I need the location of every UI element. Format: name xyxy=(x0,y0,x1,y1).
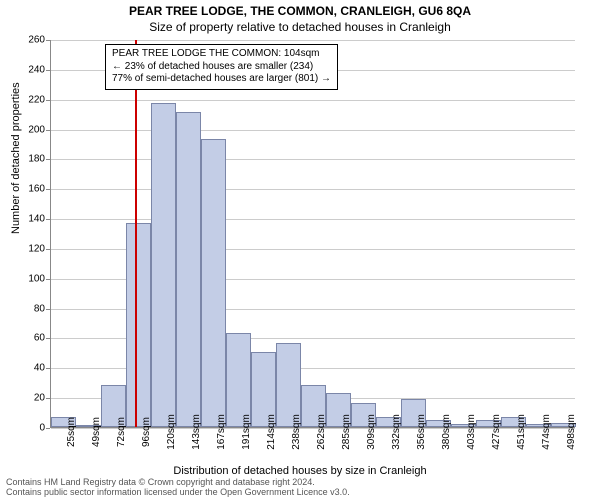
histogram-bar xyxy=(126,223,151,427)
grid-line xyxy=(51,130,575,131)
y-tick-mark xyxy=(46,428,50,429)
y-tick-mark xyxy=(46,368,50,369)
x-tick-label: 285sqm xyxy=(341,414,352,450)
y-tick-label: 260 xyxy=(15,35,45,46)
y-tick-mark xyxy=(46,40,50,41)
x-tick-label: 474sqm xyxy=(541,414,552,450)
y-tick-mark xyxy=(46,309,50,310)
grid-line xyxy=(51,40,575,41)
y-tick-label: 240 xyxy=(15,64,45,75)
y-tick-label: 180 xyxy=(15,154,45,165)
x-tick-label: 332sqm xyxy=(391,414,402,450)
y-tick-mark xyxy=(46,189,50,190)
y-tick-mark xyxy=(46,100,50,101)
histogram-chart: PEAR TREE LODGE, THE COMMON, CRANLEIGH, … xyxy=(0,0,600,500)
y-tick-mark xyxy=(46,159,50,160)
y-tick-mark xyxy=(46,398,50,399)
y-tick-label: 80 xyxy=(15,303,45,314)
y-tick-label: 20 xyxy=(15,393,45,404)
x-tick-label: 403sqm xyxy=(466,414,477,450)
x-tick-label: 262sqm xyxy=(316,414,327,450)
chart-title: PEAR TREE LODGE, THE COMMON, CRANLEIGH, … xyxy=(0,4,600,18)
info-box: PEAR TREE LODGE THE COMMON: 104sqm ← 23%… xyxy=(105,44,338,90)
grid-line xyxy=(51,159,575,160)
footer-line-2: Contains public sector information licen… xyxy=(6,488,350,498)
y-tick-mark xyxy=(46,249,50,250)
x-tick-label: 214sqm xyxy=(266,414,277,450)
x-tick-label: 451sqm xyxy=(516,414,527,450)
x-tick-label: 380sqm xyxy=(441,414,452,450)
histogram-bar xyxy=(151,103,176,427)
x-tick-label: 72sqm xyxy=(116,417,127,447)
y-tick-mark xyxy=(46,130,50,131)
y-tick-label: 0 xyxy=(15,423,45,434)
x-tick-label: 238sqm xyxy=(291,414,302,450)
marker-line xyxy=(135,40,137,427)
info-line-3: 77% of semi-detached houses are larger (… xyxy=(112,73,331,86)
x-tick-label: 356sqm xyxy=(416,414,427,450)
y-tick-mark xyxy=(46,219,50,220)
histogram-bar xyxy=(176,112,201,427)
grid-line xyxy=(51,189,575,190)
y-tick-label: 160 xyxy=(15,184,45,195)
x-tick-label: 191sqm xyxy=(241,414,252,450)
x-axis-title: Distribution of detached houses by size … xyxy=(0,465,600,477)
y-tick-label: 40 xyxy=(15,363,45,374)
y-tick-label: 220 xyxy=(15,94,45,105)
plot-area xyxy=(50,40,575,428)
x-tick-label: 120sqm xyxy=(166,414,177,450)
histogram-bar xyxy=(226,333,251,427)
footer-attribution: Contains HM Land Registry data © Crown c… xyxy=(6,478,350,498)
y-tick-label: 200 xyxy=(15,124,45,135)
info-line-1: PEAR TREE LODGE THE COMMON: 104sqm xyxy=(112,48,331,61)
grid-line xyxy=(51,219,575,220)
x-tick-label: 49sqm xyxy=(91,417,102,447)
y-tick-label: 120 xyxy=(15,243,45,254)
x-tick-label: 25sqm xyxy=(66,417,77,447)
y-tick-label: 100 xyxy=(15,273,45,284)
x-tick-label: 427sqm xyxy=(491,414,502,450)
y-tick-label: 140 xyxy=(15,214,45,225)
histogram-bar xyxy=(201,139,226,427)
y-tick-mark xyxy=(46,70,50,71)
chart-subtitle: Size of property relative to detached ho… xyxy=(0,20,600,34)
info-line-2: ← 23% of detached houses are smaller (23… xyxy=(112,61,331,74)
x-tick-label: 167sqm xyxy=(216,414,227,450)
y-tick-mark xyxy=(46,338,50,339)
y-tick-mark xyxy=(46,279,50,280)
x-tick-label: 309sqm xyxy=(366,414,377,450)
y-tick-label: 60 xyxy=(15,333,45,344)
x-tick-label: 96sqm xyxy=(141,417,152,447)
x-tick-label: 143sqm xyxy=(191,414,202,450)
x-tick-label: 498sqm xyxy=(566,414,577,450)
grid-line xyxy=(51,100,575,101)
